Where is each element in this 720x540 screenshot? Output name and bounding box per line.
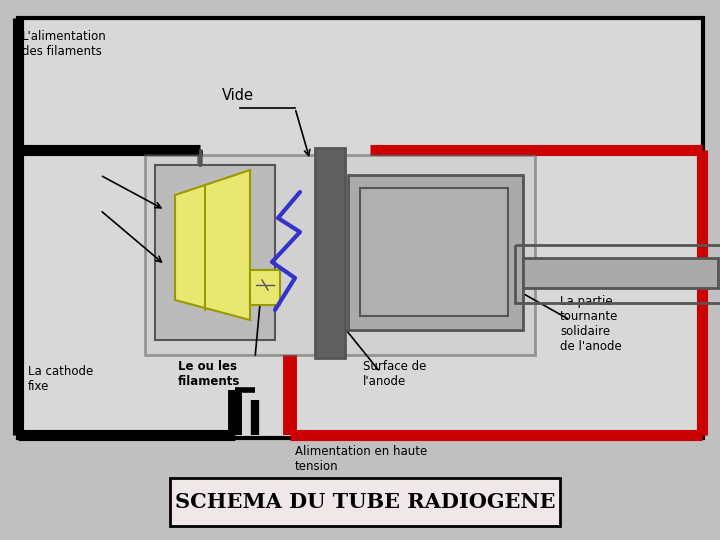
Text: Vide: Vide bbox=[222, 88, 254, 103]
Bar bbox=[515, 245, 720, 303]
Text: SCHEMA DU TUBE RADIOGENE: SCHEMA DU TUBE RADIOGENE bbox=[175, 492, 555, 512]
Bar bbox=[18, 18, 703, 438]
Polygon shape bbox=[315, 148, 345, 358]
Bar bbox=[155, 165, 275, 340]
Text: L'alimentation
des filaments: L'alimentation des filaments bbox=[22, 30, 107, 58]
Bar bbox=[348, 175, 523, 330]
Text: La cathode
fixe: La cathode fixe bbox=[28, 365, 94, 393]
Bar bbox=[360, 188, 508, 316]
Bar bbox=[145, 155, 535, 355]
Bar bbox=[523, 258, 718, 288]
Polygon shape bbox=[175, 170, 250, 320]
Bar bbox=[250, 270, 280, 305]
Text: La partie
tournante
solidaire
de l'anode: La partie tournante solidaire de l'anode bbox=[560, 295, 622, 353]
Text: Surface de
l'anode: Surface de l'anode bbox=[363, 360, 426, 388]
Bar bbox=[170, 478, 560, 526]
Text: Alimentation en haute
tension: Alimentation en haute tension bbox=[295, 445, 427, 473]
Text: Le ou les
filaments: Le ou les filaments bbox=[178, 360, 240, 388]
